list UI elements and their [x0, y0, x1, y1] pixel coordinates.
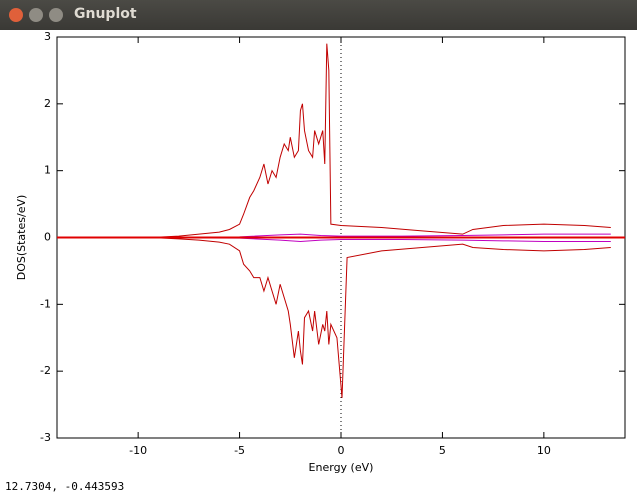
y-tick-label: 3 — [44, 30, 51, 43]
y-tick-label: -1 — [40, 297, 51, 310]
x-tick-label: 0 — [338, 444, 345, 457]
x-tick-label: 5 — [439, 444, 446, 457]
y-tick-label: 2 — [44, 97, 51, 110]
title-bar: Gnuplot — [0, 0, 637, 30]
status-text: 12.7304, -0.443593 — [5, 480, 125, 493]
series-line — [57, 43, 611, 238]
close-button[interactable] — [9, 8, 23, 22]
y-tick-label: -2 — [40, 364, 51, 377]
x-tick-label: 10 — [537, 444, 551, 457]
y-tick-label: 0 — [44, 231, 51, 244]
y-tick-label: 1 — [44, 164, 51, 177]
maximize-button[interactable] — [49, 8, 63, 22]
minimize-button[interactable] — [29, 8, 43, 22]
window-title: Gnuplot — [74, 6, 137, 22]
x-tick-label: -5 — [234, 444, 245, 457]
series-line — [57, 237, 611, 398]
x-tick-label: -10 — [129, 444, 147, 457]
y-tick-label: -3 — [40, 431, 51, 444]
x-axis-label: Energy (eV) — [309, 461, 374, 474]
y-axis-label: DOS(States/eV) — [15, 195, 28, 281]
